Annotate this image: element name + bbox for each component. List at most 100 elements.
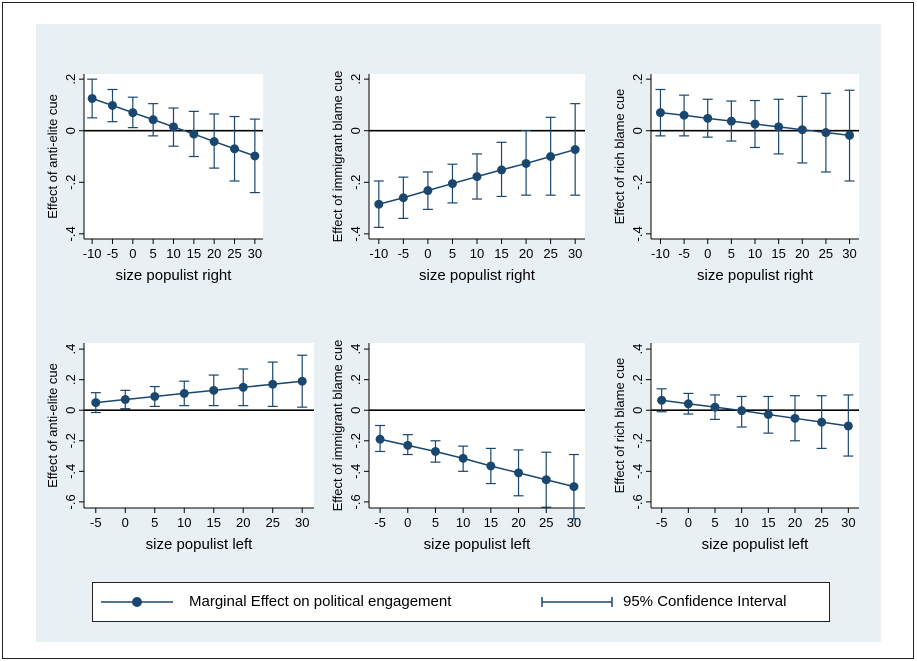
- y-tick-label: 0: [630, 407, 645, 414]
- chart-top-middle: .2 0 -.2 -.4 -10 -5 0 5 10 15 20 25 30 size populist …: [330, 71, 585, 284]
- y-tick-label: -.4: [63, 226, 78, 241]
- y-axis-title: Effect of anti-elite cue: [45, 363, 60, 488]
- x-tick-label: 30: [295, 515, 309, 530]
- effect-point: [472, 172, 482, 182]
- x-tick-label: 5: [449, 246, 456, 261]
- x-tick-label: 15: [494, 246, 508, 261]
- effect-point: [843, 421, 853, 431]
- effect-point: [750, 119, 760, 129]
- plot-area: [651, 74, 859, 239]
- y-tick-label: 0: [63, 127, 78, 134]
- effect-point: [790, 413, 800, 423]
- x-axis-title: size populist right: [419, 267, 536, 284]
- x-tick-label: 0: [404, 515, 411, 530]
- y-tick-label: -.4: [630, 464, 645, 479]
- x-tick-label: 5: [728, 246, 735, 261]
- x-tick-label: 15: [761, 515, 775, 530]
- y-tick-label: .2: [63, 374, 78, 385]
- effect-point: [710, 402, 720, 412]
- y-axis-title: Effect of rich blame cue: [612, 358, 627, 494]
- x-tick-label: -5: [656, 515, 668, 530]
- x-tick-label: 20: [795, 246, 809, 261]
- effect-point: [546, 152, 556, 161]
- effect-point: [209, 137, 219, 147]
- effect-point: [569, 482, 579, 492]
- x-tick-label: 10: [470, 246, 484, 261]
- effect-point: [447, 179, 457, 189]
- effect-point: [375, 434, 385, 444]
- x-tick-label: 25: [814, 515, 828, 530]
- effect-point: [107, 100, 117, 110]
- effect-point: [238, 382, 248, 392]
- x-tick-label: 0: [129, 246, 136, 261]
- y-tick-label: -.4: [63, 464, 78, 479]
- y-tick-label: -.2: [348, 175, 363, 190]
- plot-area: [651, 343, 859, 508]
- plot-area: [369, 343, 585, 508]
- y-tick-label: 0: [63, 407, 78, 414]
- effect-point: [514, 468, 524, 478]
- y-tick-label: -.4: [348, 226, 363, 241]
- effect-point: [91, 398, 101, 408]
- y-tick-label: .4: [630, 344, 645, 355]
- effect-point: [570, 145, 580, 155]
- effect-point: [817, 417, 827, 427]
- effect-point: [521, 158, 531, 168]
- y-tick-label: 0: [348, 407, 363, 414]
- effect-point: [128, 108, 138, 118]
- legend-symbols: [101, 597, 613, 607]
- x-tick-label: -5: [398, 246, 410, 261]
- effect-point: [541, 475, 551, 485]
- x-tick-label: 5: [150, 246, 157, 261]
- y-axis-title: Effect of immigrant blame cue: [330, 71, 345, 243]
- plot-area: [84, 343, 314, 508]
- effect-point: [657, 395, 667, 405]
- effect-line: [379, 438, 575, 488]
- x-tick-label: 25: [227, 246, 241, 261]
- y-tick-label: -.2: [630, 433, 645, 448]
- legend-ci-label: 95% Confidence Interval: [623, 593, 787, 610]
- y-tick-label: -.6: [348, 494, 363, 509]
- effect-point: [120, 395, 130, 405]
- x-tick-label: -5: [374, 515, 386, 530]
- x-tick-label: 25: [265, 515, 279, 530]
- x-tick-label: 15: [187, 246, 201, 261]
- legend: Marginal Effect on political engagement …: [92, 582, 830, 622]
- x-tick-label: 10: [177, 515, 191, 530]
- effect-point: [703, 113, 713, 123]
- effect-point: [774, 122, 784, 132]
- x-axis-title: size populist right: [697, 267, 814, 284]
- effect-point: [403, 440, 413, 450]
- x-tick-label: 0: [424, 246, 431, 261]
- x-tick-label: -10: [369, 246, 388, 261]
- y-tick-label: 0: [348, 127, 363, 134]
- x-tick-label: 20: [207, 246, 221, 261]
- y-tick-label: .4: [63, 344, 78, 355]
- y-axis-title: Effect of anti-elite cue: [45, 94, 60, 219]
- x-tick-label: 5: [151, 515, 158, 530]
- effect-point: [683, 399, 693, 409]
- x-tick-label: 30: [842, 246, 856, 261]
- effect-point: [423, 186, 433, 196]
- plot-area: [84, 74, 263, 239]
- effect-point: [821, 128, 831, 138]
- x-tick-label: 10: [166, 246, 180, 261]
- effect-point: [797, 125, 807, 135]
- x-tick-label: -10: [651, 246, 670, 261]
- x-tick-label: 30: [568, 246, 582, 261]
- x-tick-label: 20: [519, 246, 533, 261]
- x-axis-title: size populist left: [424, 536, 532, 553]
- x-tick-label: 25: [819, 246, 833, 261]
- effect-point: [430, 446, 440, 456]
- y-tick-label: .2: [63, 74, 78, 85]
- x-tick-label: 30: [841, 515, 855, 530]
- effect-point: [268, 379, 278, 389]
- x-tick-label: 15: [771, 246, 785, 261]
- effect-point: [169, 122, 178, 132]
- y-tick-label: .2: [630, 74, 645, 85]
- effect-point: [398, 193, 408, 203]
- x-tick-label: 10: [748, 246, 762, 261]
- x-axis-title: size populist left: [702, 536, 810, 553]
- y-tick-label: .2: [348, 374, 363, 385]
